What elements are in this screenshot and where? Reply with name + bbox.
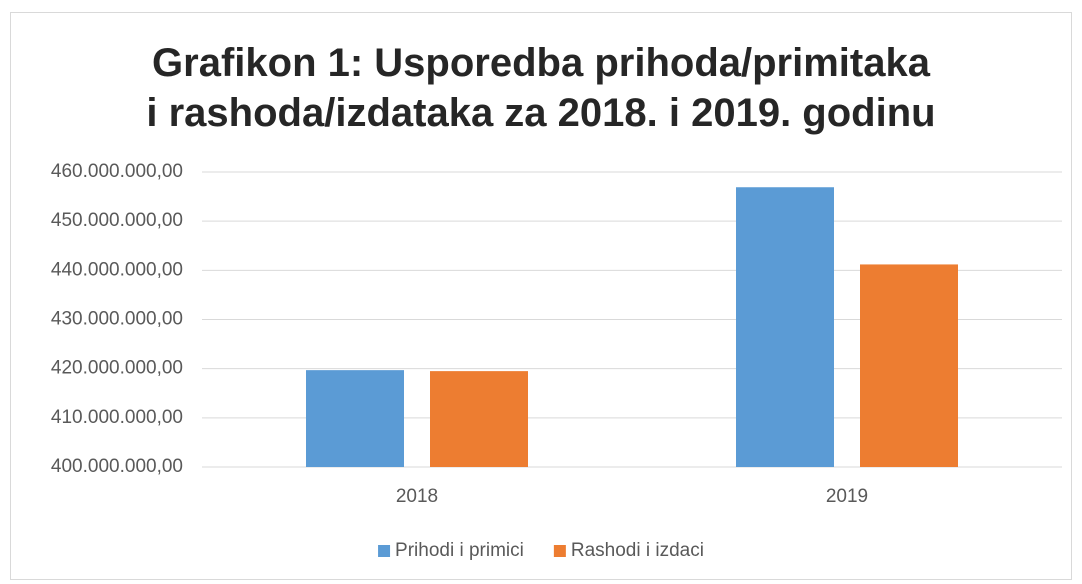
y-tick-label: 430.000.000,00 bbox=[51, 309, 183, 330]
chart-title: Grafikon 1: Usporedba prihoda/primitaka … bbox=[146, 41, 936, 135]
legend-swatch bbox=[553, 545, 566, 557]
y-tick-label: 450.000.000,00 bbox=[51, 210, 183, 231]
legend-swatch bbox=[378, 545, 391, 557]
bar bbox=[736, 187, 834, 467]
x-tick-label: 2018 bbox=[396, 486, 438, 507]
x-tick-label: 2019 bbox=[826, 486, 868, 507]
y-tick-label: 400.000.000,00 bbox=[51, 456, 183, 477]
y-tick-label: 410.000.000,00 bbox=[51, 407, 183, 428]
y-tick-label: 440.000.000,00 bbox=[51, 259, 183, 280]
bar bbox=[306, 370, 404, 467]
legend-label: Rashodi i izdaci bbox=[571, 540, 704, 561]
y-tick-label: 420.000.000,00 bbox=[51, 358, 183, 379]
legend-label: Prihodi i primici bbox=[395, 540, 524, 561]
bar bbox=[860, 264, 958, 467]
bar bbox=[430, 371, 528, 467]
y-tick-label: 460.000.000,00 bbox=[51, 161, 183, 182]
